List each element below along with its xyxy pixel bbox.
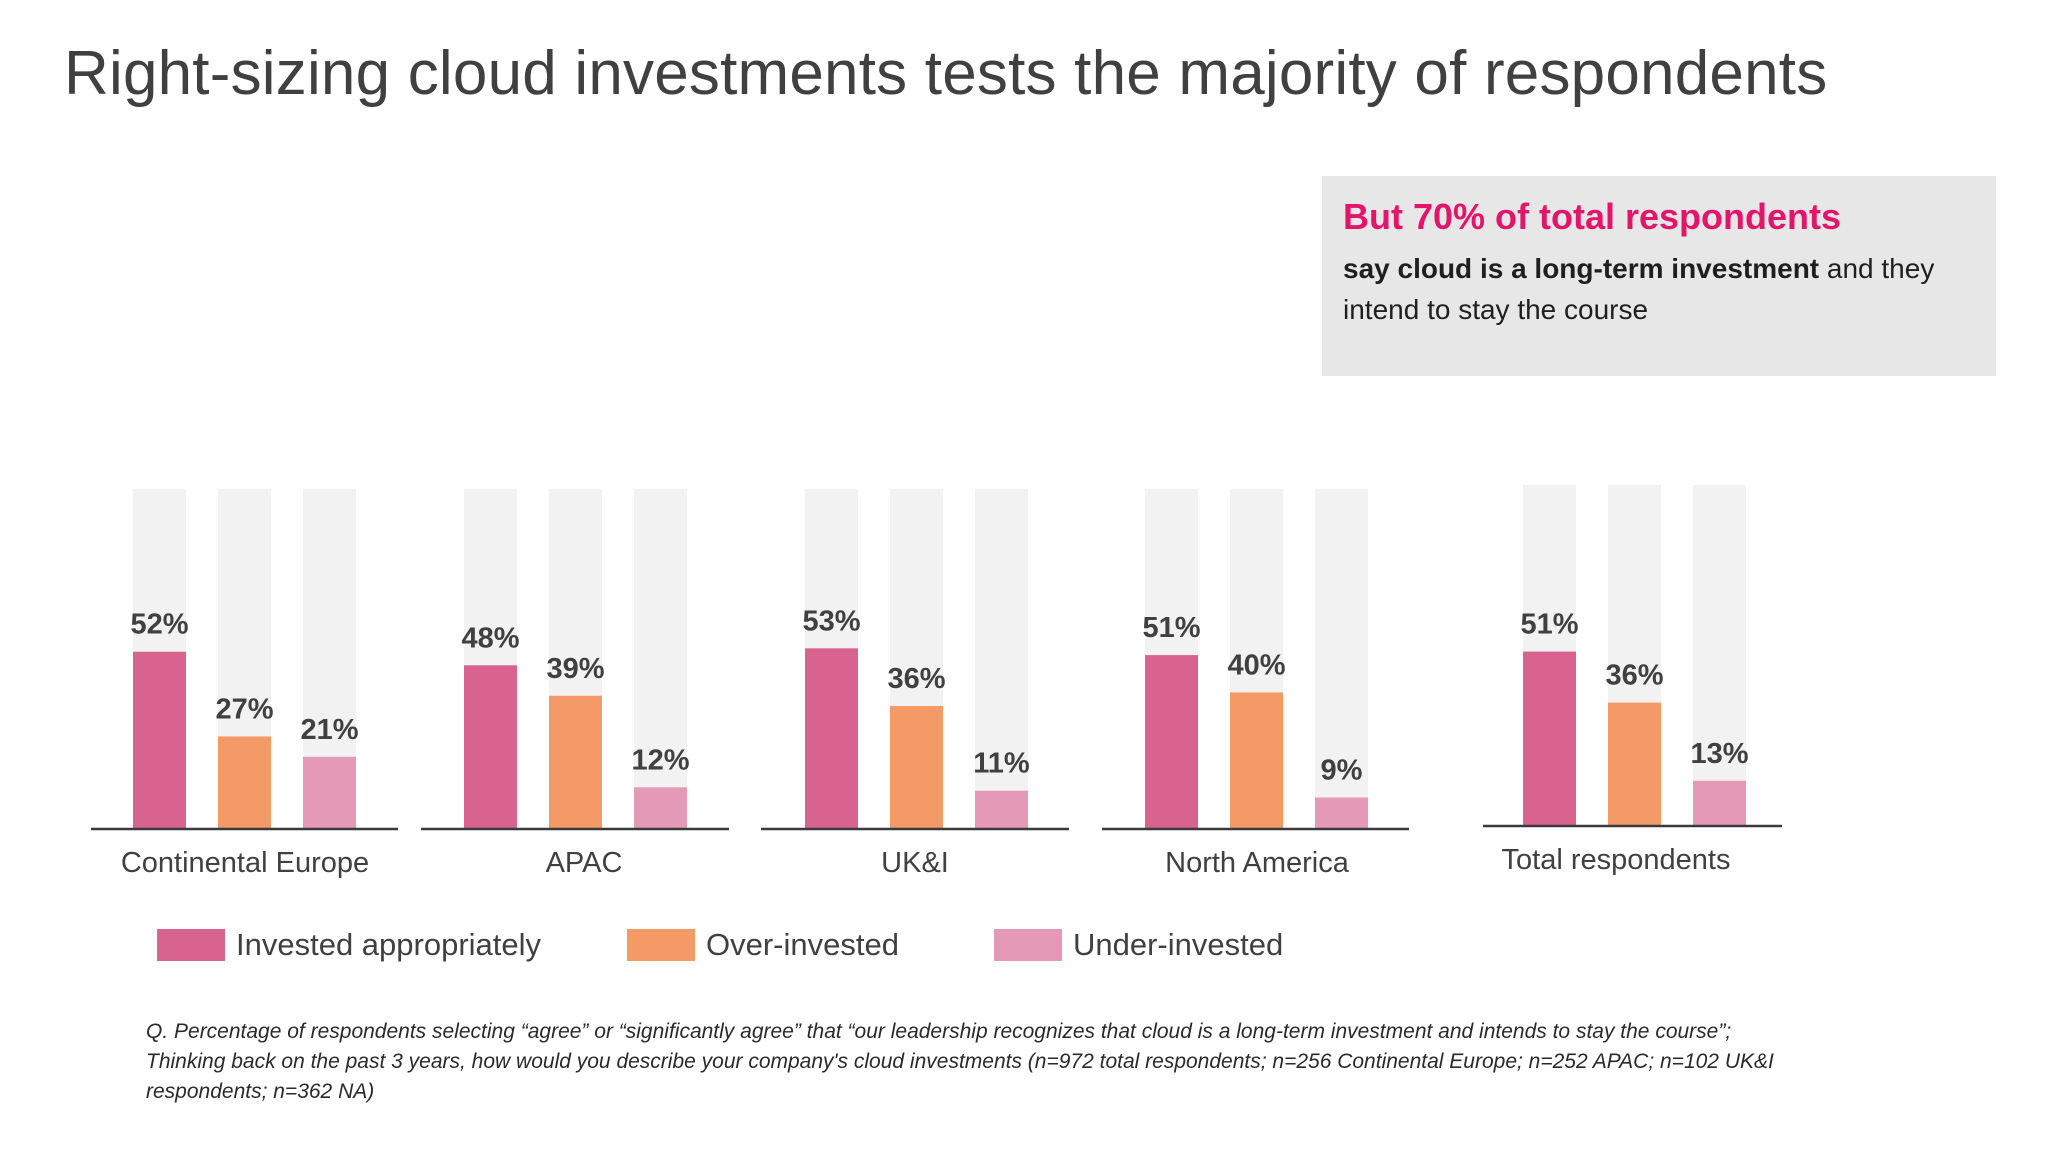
bar-group-north-america: 51% 40% 9% North America bbox=[1102, 489, 1409, 879]
callout-headline: But 70% of total respondents bbox=[1343, 196, 1842, 237]
callout-body-bold: say cloud is a long-term investment bbox=[1343, 253, 1820, 284]
legend-label: Under-invested bbox=[1073, 927, 1284, 962]
callout-box: But 70% of total respondents say cloud i… bbox=[1322, 176, 1996, 376]
category-label: Total respondents bbox=[1502, 844, 1731, 876]
bar-over-invested bbox=[1230, 692, 1283, 828]
callout-body-rest: and they intend to stay the course bbox=[1343, 253, 1935, 325]
bar-value-label: 51% bbox=[1142, 612, 1200, 644]
bar-under-invested bbox=[975, 790, 1028, 828]
bar-value-label: 51% bbox=[1520, 609, 1578, 641]
bar-value-label: 53% bbox=[802, 605, 860, 637]
legend-item-invested-appropriately: Invested appropriately bbox=[157, 925, 541, 965]
legend-swatch bbox=[994, 929, 1062, 961]
category-label: APAC bbox=[546, 847, 623, 879]
bar-value-label: 11% bbox=[973, 748, 1030, 780]
bar-value-label: 13% bbox=[1690, 738, 1748, 770]
bar-track bbox=[1693, 485, 1746, 825]
bar-under-invested bbox=[1315, 797, 1368, 828]
footnote: Q. Percentage of respondents selecting “… bbox=[146, 1020, 1774, 1103]
bar-value-label: 21% bbox=[300, 714, 358, 746]
bar-value-label: 36% bbox=[887, 663, 945, 695]
bar-group-apac: 48% 39% 12% APAC bbox=[421, 489, 729, 879]
bar-group-continental-europe: 52% 27% 21% Continental Europe bbox=[91, 489, 398, 879]
page-title: Right-sizing cloud investments tests the… bbox=[64, 39, 1828, 108]
legend-item-over-invested: Over-invested bbox=[627, 925, 899, 965]
bar-value-label: 36% bbox=[1605, 660, 1663, 692]
bar-invested-appropriately bbox=[1523, 651, 1576, 825]
bar-invested-appropriately bbox=[1145, 655, 1198, 828]
bar-track bbox=[975, 489, 1028, 828]
bar-under-invested bbox=[303, 756, 356, 828]
bar-value-label: 39% bbox=[546, 653, 604, 685]
bar-invested-appropriately bbox=[464, 665, 517, 828]
bar-over-invested bbox=[218, 736, 271, 828]
category-label: UK&I bbox=[881, 847, 949, 879]
bar-invested-appropriately bbox=[805, 648, 858, 828]
category-label: North America bbox=[1165, 847, 1350, 879]
bar-track bbox=[1315, 489, 1368, 828]
bar-over-invested bbox=[890, 705, 943, 828]
legend-label: Over-invested bbox=[706, 927, 899, 962]
bar-value-label: 27% bbox=[215, 693, 273, 725]
bar-value-label: 9% bbox=[1321, 754, 1363, 786]
bar-under-invested bbox=[1693, 780, 1746, 825]
bar-under-invested bbox=[634, 787, 687, 828]
bar-track bbox=[634, 489, 687, 828]
bar-group-total-respondents: 51% 36% 13% Total respondents bbox=[1483, 485, 1782, 876]
bar-value-label: 48% bbox=[461, 622, 519, 654]
bar-over-invested bbox=[1608, 702, 1661, 825]
bar-over-invested bbox=[549, 695, 602, 828]
legend-swatch bbox=[627, 929, 695, 961]
category-label: Continental Europe bbox=[121, 847, 369, 879]
legend-item-under-invested: Under-invested bbox=[994, 925, 1283, 965]
callout-body: say cloud is a long-term investment and … bbox=[1343, 248, 1974, 330]
bar-group-ukandi: 53% 36% 11% UK&I bbox=[761, 489, 1069, 879]
bar-chart: 52% 27% 21% Continental Europe 48% 39% 12% APAC… bbox=[91, 485, 1782, 879]
bar-value-label: 40% bbox=[1227, 649, 1285, 681]
bar-invested-appropriately bbox=[133, 651, 186, 828]
legend-swatch bbox=[157, 929, 225, 961]
bar-value-label: 52% bbox=[130, 609, 188, 641]
bar-value-label: 12% bbox=[631, 744, 689, 776]
legend-label: Invested appropriately bbox=[236, 927, 542, 962]
